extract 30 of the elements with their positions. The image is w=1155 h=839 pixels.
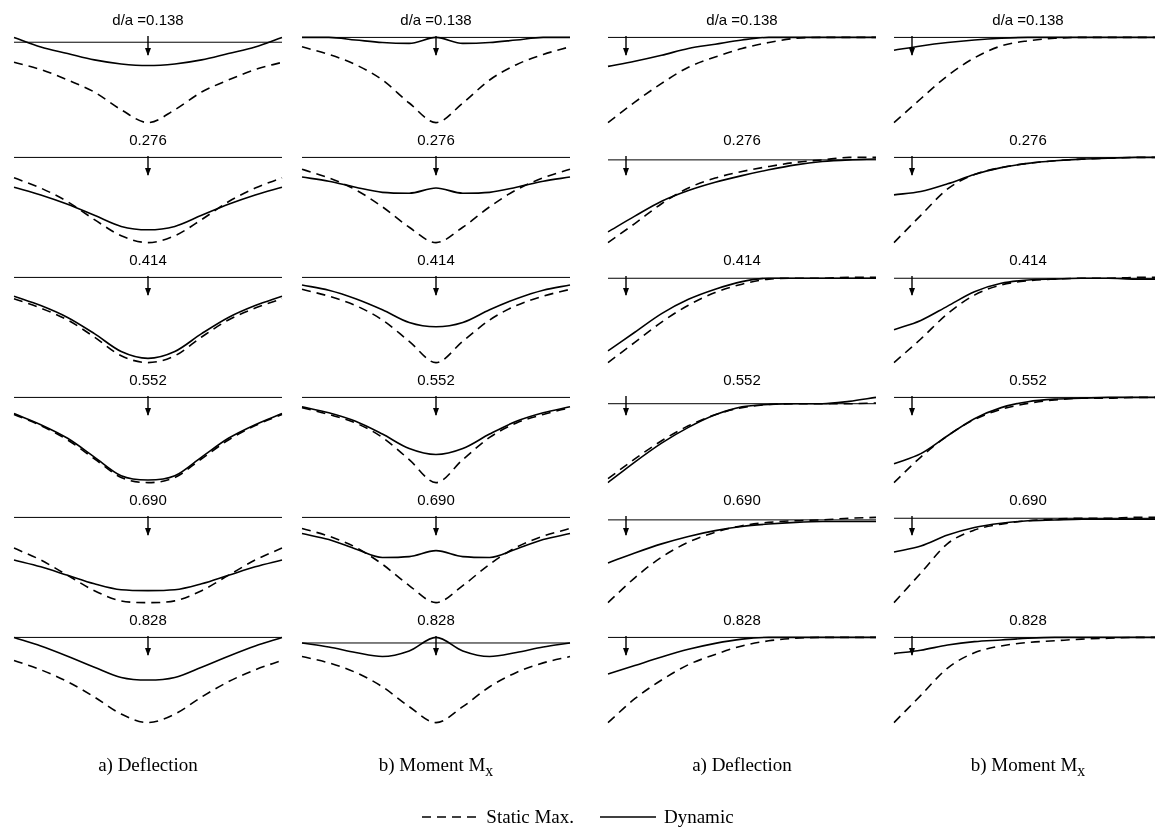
chart-title: d/a =0.138	[992, 11, 1064, 29]
chart-title: 0.828	[129, 611, 167, 629]
legend-label: Static Max.	[486, 806, 574, 828]
x-axis-title: a) Deflection	[691, 754, 793, 776]
chart-title: 0.690	[417, 491, 455, 509]
chart-title: d/a =0.138	[400, 11, 472, 29]
chart-title: 0.690	[129, 491, 167, 509]
chart-title: 0.690	[723, 491, 761, 509]
chart-title: 0.552	[1009, 371, 1047, 389]
x-axis-title: b) Moment M$_{x}$	[377, 754, 495, 780]
chart-title: 0.276	[417, 131, 455, 149]
chart-title: d/a =0.138	[706, 11, 778, 29]
chart-title: 0.552	[129, 371, 167, 389]
chart-title: d/a =0.138	[112, 11, 184, 29]
chart-title: 0.276	[723, 131, 761, 149]
chart-title: 0.690	[1009, 491, 1047, 509]
chart-title: 0.276	[129, 131, 167, 149]
chart-title: 0.414	[129, 251, 167, 269]
chart-title: 0.828	[723, 611, 761, 629]
chart-title: 0.828	[1009, 611, 1047, 629]
legend-label: Dynamic	[663, 806, 734, 828]
chart-title: 0.276	[1009, 131, 1047, 149]
chart-title: 0.414	[723, 251, 761, 269]
chart-title: 0.552	[417, 371, 455, 389]
x-axis-title: a) Deflection	[97, 754, 199, 776]
chart-title: 0.414	[1009, 251, 1047, 269]
chart-title: 0.828	[417, 611, 455, 629]
chart-title: 0.414	[417, 251, 455, 269]
chart-title: 0.552	[723, 371, 761, 389]
x-axis-title: b) Moment M$_{x}$	[969, 754, 1087, 780]
